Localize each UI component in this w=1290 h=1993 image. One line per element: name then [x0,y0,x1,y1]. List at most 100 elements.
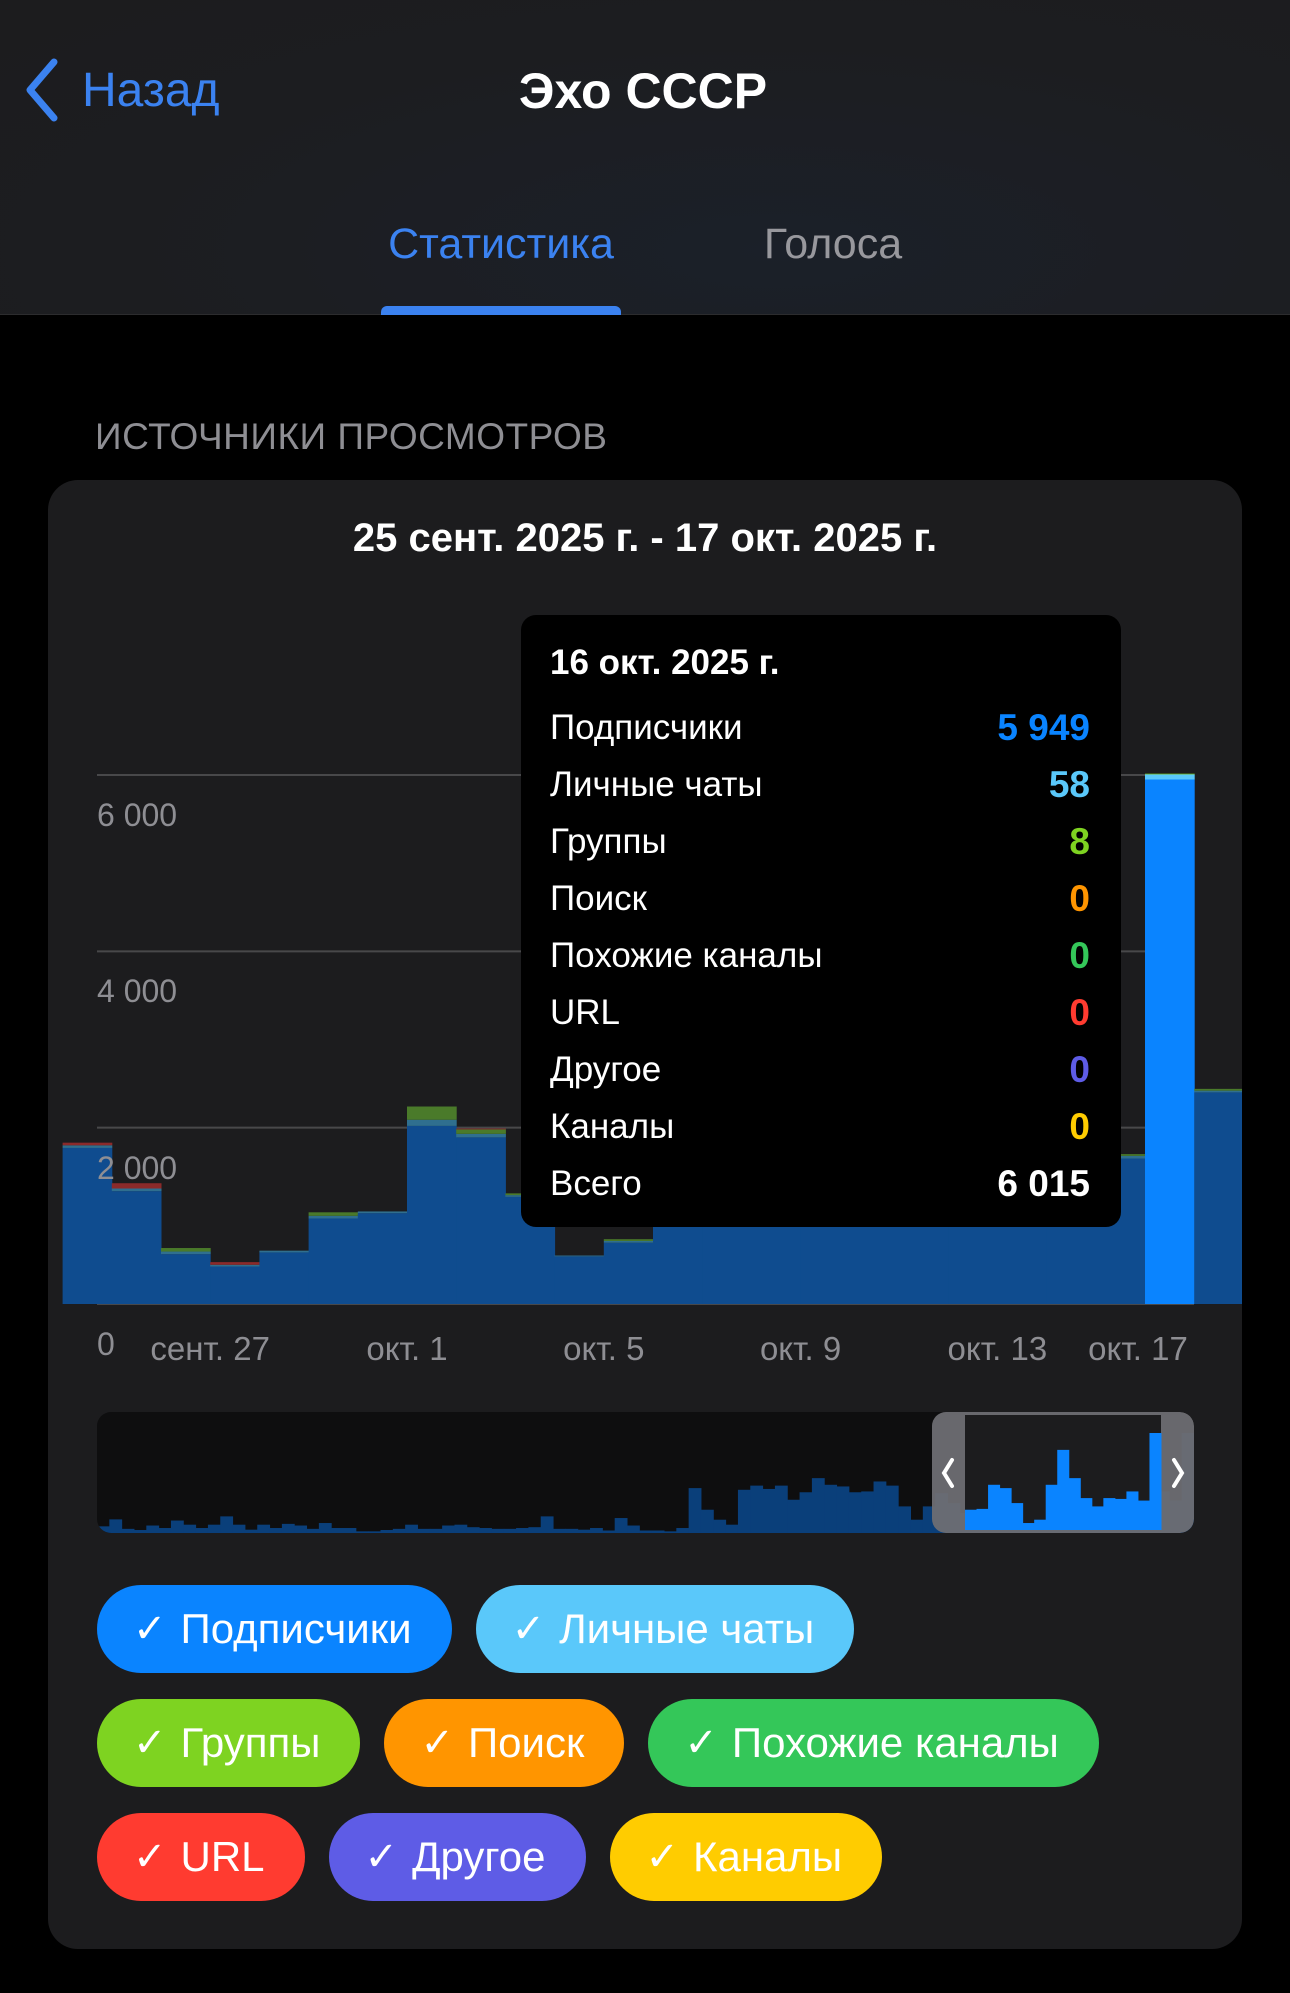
overview-bar [725,1524,739,1533]
tab-votes[interactable]: Голоса [763,220,903,268]
tooltip-value: 6 015 [997,1162,1090,1204]
tooltip-row: Похожие каналы 0 [550,927,1090,984]
overview-bar [355,1531,369,1533]
chip-label: Личные чаты [559,1605,815,1652]
range-overview[interactable] [97,1412,1194,1533]
legend-row: ✓ Подписчики ✓ Личные чаты [97,1585,1099,1673]
bar-segment[interactable] [1145,774,1195,780]
chevron-left-icon [26,58,58,122]
bar-segment[interactable] [1145,773,1195,775]
legend-chip[interactable]: ✓ Похожие каналы [648,1699,1099,1787]
bar-segment[interactable] [259,1250,310,1253]
legend-chip[interactable]: ✓ Другое [328,1813,586,1901]
y-tick-label: 6 000 [97,797,178,833]
overview-bar [861,1491,875,1533]
y-tick-label: 0 [97,1326,115,1362]
checkmark-icon: ✓ [364,1835,399,1879]
bar-segment[interactable] [456,1128,506,1130]
overview-bar-selected [1137,1500,1150,1530]
bar-segment[interactable] [210,1266,260,1304]
chip-label: Подписчики [180,1605,412,1652]
bar-segment[interactable] [1194,1088,1242,1091]
bar-segment[interactable] [161,1254,211,1304]
back-label: Назад [82,63,220,117]
overview-bar [590,1528,603,1533]
overview-bar [614,1518,628,1533]
bar-segment[interactable] [259,1252,310,1304]
overview-bar [466,1527,480,1533]
tooltip-value: 5 949 [997,706,1090,748]
tooltip-label: Всего [550,1163,642,1203]
bar-segment[interactable] [308,1212,359,1216]
bar-segment[interactable] [456,1133,506,1138]
bar-segment[interactable] [308,1218,359,1304]
bar-segment[interactable] [210,1264,260,1267]
bar-segment[interactable] [210,1262,260,1265]
bar-segment[interactable] [111,1191,162,1304]
bar-segment[interactable] [603,1242,654,1304]
overview-bar [146,1525,160,1533]
tooltip-label: Группы [550,821,667,861]
range-handle-right-icon[interactable] [1172,1458,1185,1488]
tooltip-row: Поиск 0 [550,870,1090,927]
overview-chart [97,1412,1194,1533]
bar-segment[interactable] [62,1142,113,1146]
bar-segment[interactable] [603,1240,654,1243]
chip-label: URL [180,1833,265,1880]
bar-segment[interactable] [62,1145,113,1148]
legend-chip[interactable]: ✓ Группы [97,1699,361,1787]
overview-bar [898,1506,912,1533]
bar-segment[interactable] [161,1251,211,1255]
bar-segment[interactable] [111,1188,162,1192]
overview-bar [257,1524,271,1533]
overview-bar [799,1492,813,1533]
bar-segment[interactable] [456,1137,506,1304]
overview-bar [676,1528,690,1533]
overview-bar-selected [1114,1498,1127,1530]
chip-label: Поиск [467,1719,585,1766]
bar-segment[interactable] [407,1119,457,1126]
checkmark-icon: ✓ [133,1721,167,1765]
legend-chip[interactable]: ✓ Каналы [609,1813,883,1901]
legend-chip[interactable]: ✓ Поиск [384,1699,625,1787]
bar-segment[interactable] [603,1239,654,1241]
overview-bar [787,1499,801,1533]
bar-segment[interactable] [62,1147,113,1304]
overview-bar [368,1531,381,1533]
overview-bar [97,1526,110,1533]
active-tab-indicator [381,306,621,315]
legend-chip[interactable]: ✓ URL [97,1813,305,1901]
bar-segment[interactable] [407,1125,457,1304]
tooltip-label: URL [550,992,621,1032]
bar-segment[interactable] [161,1248,211,1252]
tooltip-label: Поиск [550,878,647,918]
bar-segment[interactable] [308,1215,359,1219]
x-tick-label: окт. 17 [1088,1330,1188,1367]
overview-bar [158,1528,172,1533]
bar-segment[interactable] [357,1211,408,1214]
bar-segment[interactable] [554,1256,605,1304]
bar-segment[interactable] [1145,779,1195,1304]
bar-segment[interactable] [1194,1092,1242,1304]
bar-segment[interactable] [357,1213,408,1304]
tooltip-row: URL 0 [550,984,1090,1041]
overview-bar [232,1524,246,1533]
y-tick-label: 2 000 [97,1149,178,1186]
range-handle-left-icon[interactable] [941,1458,954,1488]
bar-segment[interactable] [407,1106,457,1120]
bar-segment[interactable] [1194,1090,1242,1093]
bar-segment[interactable] [456,1129,506,1134]
tooltip-row: Всего 6 015 [550,1155,1090,1212]
bar-segment[interactable] [111,1183,162,1189]
overview-bar [824,1484,838,1533]
legend-chip[interactable]: ✓ Личные чаты [475,1585,855,1673]
tooltip-row: Группы 8 [550,813,1090,870]
checkmark-icon: ✓ [645,1835,680,1879]
overview-bar [873,1481,887,1533]
tab-statistics[interactable]: Статистика [388,220,614,268]
overview-bar-selected [1034,1519,1047,1530]
legend-chip[interactable]: ✓ Подписчики [97,1585,452,1673]
back-button[interactable]: Назад [22,58,220,122]
page-title: Эхо СССР [0,62,1290,120]
bar-segment[interactable] [554,1255,605,1257]
